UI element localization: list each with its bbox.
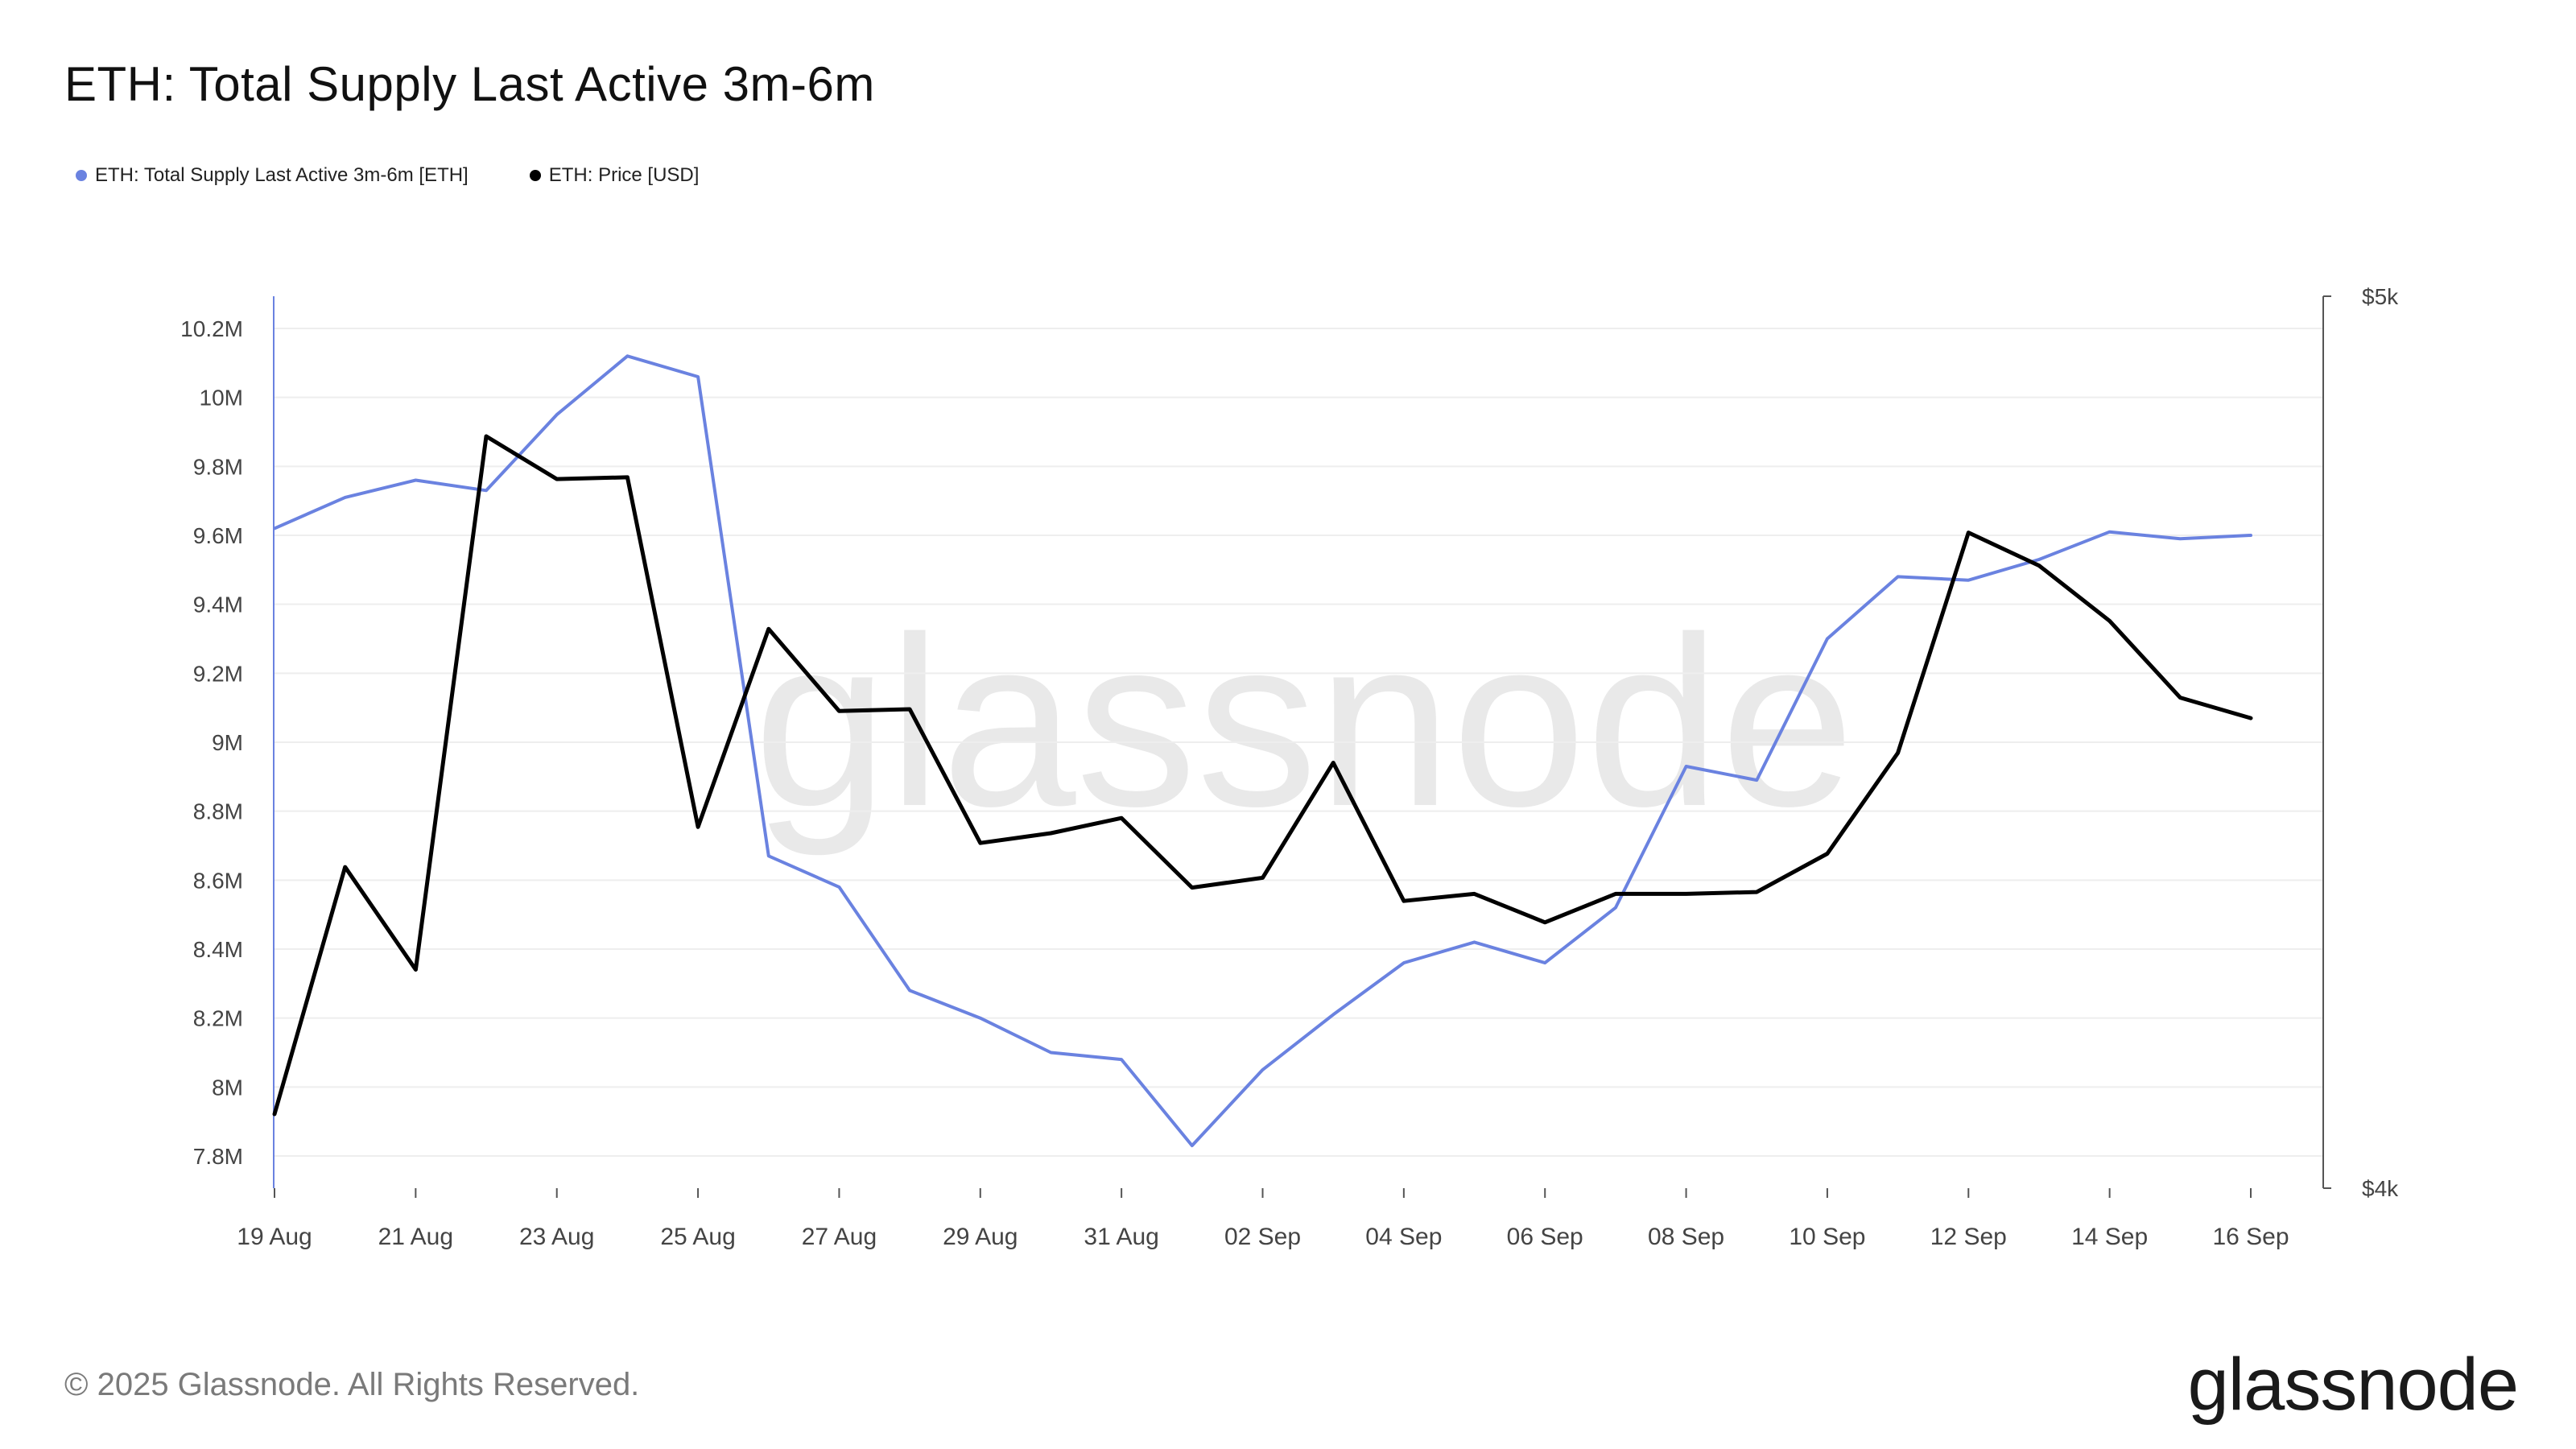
chart-title: ETH: Total Supply Last Active 3m-6m [64,57,875,111]
series-line-price [272,434,2253,1117]
y-left-tick-label: 10.2M [180,316,243,341]
x-tick-label: 23 Aug [519,1224,594,1250]
y-left-tick-label: 9.8M [193,454,243,479]
chart-legend: ETH: Total Supply Last Active 3m-6m [ETH… [76,164,699,187]
x-tick-label: 14 Sep [2071,1224,2148,1250]
x-tick-label: 06 Sep [1507,1224,1583,1250]
legend-dot-price [529,170,541,181]
x-tick-label: 31 Aug [1084,1224,1158,1250]
copyright-footer: © 2025 Glassnode. All Rights Reserved. [64,1367,640,1402]
brand-logo[interactable]: glassnode [2187,1344,2519,1426]
y-left-tick-label: 8.6M [193,868,243,893]
y-left-tick-label: 9M [212,730,243,755]
x-tick-label: 04 Sep [1365,1224,1442,1250]
legend-item-price[interactable]: ETH: Price [USD] [529,164,700,187]
x-tick-label: 08 Sep [1648,1224,1724,1250]
series-layer [272,354,2253,1148]
y-left-tick-label: 8.8M [193,799,243,824]
x-tick-label: 12 Sep [1930,1224,2007,1250]
legend-item-supply[interactable]: ETH: Total Supply Last Active 3m-6m [ETH… [76,164,469,187]
legend-label-supply: ETH: Total Supply Last Active 3m-6m [ETH… [95,164,469,186]
legend-label-price: ETH: Price [USD] [548,164,700,186]
series-line-supply [273,354,2252,1148]
y-left-tick-label: 8.2M [193,1006,243,1031]
y-left-tick-label: 9.2M [193,661,243,686]
tick-labels: 7.8M 8M 8.2M 8.4M 8.6M 8.8M 9M 9.2M 9.4M 9.6M 9.8M… [180,284,2399,1250]
legend-dot-supply [76,170,87,181]
x-tick-label: 19 Aug [237,1224,312,1250]
x-tick-label: 10 Sep [1789,1224,1865,1250]
y-left-tick-label: 9.6M [193,523,243,548]
x-tick-label: 27 Aug [802,1224,877,1250]
y-left-tick-label: 8M [212,1075,243,1100]
y-left-tick-label: 9.4M [193,592,243,617]
watermark-text: glassnode [753,586,1855,858]
y-right-tick-label: $5k [2362,284,2399,309]
y-left-tick-label: 8.4M [193,937,243,962]
x-tick-label: 16 Sep [2212,1224,2289,1250]
axes [273,295,2331,1198]
x-tick-label: 02 Sep [1224,1224,1301,1250]
grid-lines [274,328,2323,1157]
y-left-tick-label: 10M [200,386,243,411]
x-tick-label: 21 Aug [378,1224,453,1250]
y-right-tick-label: $4k [2362,1176,2399,1201]
y-left-tick-label: 7.8M [193,1144,243,1169]
x-tick-label: 25 Aug [660,1224,735,1250]
x-tick-label: 29 Aug [943,1224,1018,1250]
